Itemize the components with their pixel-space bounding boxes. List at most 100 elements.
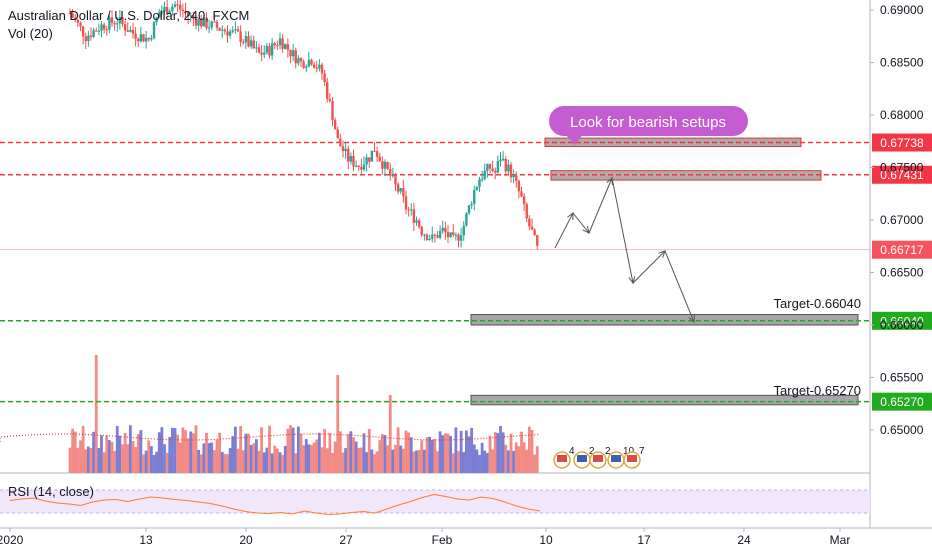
candle-body — [349, 156, 353, 162]
price-tick-label: 0.69000 — [880, 3, 924, 17]
volume-bar — [472, 444, 476, 473]
volume-bar — [512, 450, 516, 473]
volume-bar — [417, 450, 421, 473]
volume-bar — [165, 452, 169, 473]
candle-body — [257, 47, 261, 53]
candle-body — [318, 64, 321, 69]
candle-body — [407, 209, 410, 211]
candle-body — [446, 232, 450, 238]
event-marker[interactable]: 2 — [573, 446, 595, 469]
volume-bar — [517, 446, 521, 473]
candle-body — [231, 30, 234, 32]
volume-bar — [399, 445, 403, 473]
candle-body — [92, 30, 95, 37]
candle-body — [491, 168, 494, 172]
time-tick-label: 17 — [637, 533, 651, 547]
volume-bar — [170, 427, 174, 473]
time-tick-label: 10 — [539, 533, 553, 547]
projection-arrowhead — [606, 176, 613, 186]
volume-bar — [485, 452, 489, 473]
flag-icon — [611, 455, 621, 462]
candle-body — [163, 6, 166, 12]
volume-bar — [449, 435, 453, 473]
volume-bar — [228, 448, 232, 473]
volume-bar — [391, 449, 395, 473]
candle-body — [87, 35, 90, 42]
time-tick-label: 13 — [139, 533, 153, 547]
event-count: 7 — [639, 446, 645, 457]
volume-bar — [438, 431, 442, 473]
volume-bar — [341, 452, 345, 473]
candle-body — [402, 188, 405, 197]
candle-body — [360, 166, 363, 170]
candle-body — [462, 225, 465, 236]
bearish-callout[interactable]: Look for bearish setups — [549, 106, 748, 145]
price-axis[interactable]: 0.69000 0.68500 0.68000 0.67500 0.67000 0.665… — [870, 3, 924, 437]
candle-body — [475, 186, 479, 190]
volume-bar — [336, 375, 340, 473]
candle-body — [218, 27, 221, 31]
target-zone-1[interactable] — [470, 314, 859, 326]
volume-bar — [533, 454, 537, 473]
candle-body — [158, 12, 161, 18]
event-marker[interactable]: 2 — [589, 446, 611, 469]
candle-body — [189, 15, 192, 17]
volume-bar — [205, 432, 208, 473]
candle-body — [168, 11, 171, 14]
candle-body — [375, 151, 379, 157]
candle-body — [226, 31, 229, 36]
event-marker[interactable]: 4 — [553, 446, 575, 469]
price-tick-label: 0.68500 — [880, 56, 924, 70]
candle-body — [336, 129, 339, 139]
volume-bar — [501, 432, 505, 473]
event-count: 4 — [569, 446, 575, 457]
volume-bar — [110, 441, 114, 473]
rsi-label[interactable]: RSI (14, close) — [8, 484, 94, 499]
volume-label[interactable]: Vol (20) — [8, 26, 53, 41]
event-count: 2 — [589, 446, 595, 457]
candle-body — [221, 29, 224, 31]
volume-bar — [273, 445, 277, 473]
candle-body — [310, 59, 313, 65]
volume-bar — [325, 448, 329, 473]
resistance-2-price-label: 0.67431 — [880, 168, 924, 182]
volume-bar — [404, 430, 408, 473]
event-marker[interactable]: 10 — [607, 446, 635, 469]
target-label-2: Target-0.65270 — [774, 383, 861, 398]
symbol-title[interactable]: Australian Dollar / U.S. Dollar, 240, FX… — [8, 8, 249, 23]
volume-bar — [149, 446, 153, 473]
volume-bar — [462, 452, 466, 473]
volume-bar — [499, 425, 502, 473]
current-price-price-label: 0.66717 — [880, 243, 924, 257]
economic-events[interactable]: 4 2 2 10 7 — [553, 446, 645, 469]
volume-bar — [422, 449, 426, 473]
time-axis[interactable]: 2020 13 20 27 Feb 10 17 24 Mar — [0, 528, 850, 547]
candle-body — [454, 234, 458, 236]
volume-bar — [467, 436, 471, 473]
projected-path[interactable] — [554, 176, 695, 324]
candle-body — [357, 165, 360, 167]
target-zone-2[interactable] — [470, 394, 859, 406]
candle-body — [457, 234, 460, 241]
volume-bar — [168, 436, 172, 473]
volume-bar — [113, 451, 117, 473]
volume-bar — [102, 452, 106, 473]
volume-bar — [365, 452, 369, 473]
event-marker[interactable]: 7 — [623, 446, 645, 469]
candle-body — [344, 148, 347, 152]
volume-bar — [380, 434, 384, 473]
candle-body — [399, 188, 402, 192]
candle-body — [89, 35, 93, 37]
volume-bar — [383, 435, 387, 473]
candle-body — [242, 41, 245, 43]
candle-body — [131, 29, 135, 34]
candle-body — [428, 238, 431, 241]
volume-bar — [249, 444, 253, 473]
candle-body — [126, 30, 129, 32]
volume-bar — [357, 447, 361, 473]
time-tick-label: 27 — [339, 533, 353, 547]
candle-body — [173, 4, 177, 7]
candle-body — [328, 98, 332, 101]
volume-bar — [310, 445, 313, 473]
